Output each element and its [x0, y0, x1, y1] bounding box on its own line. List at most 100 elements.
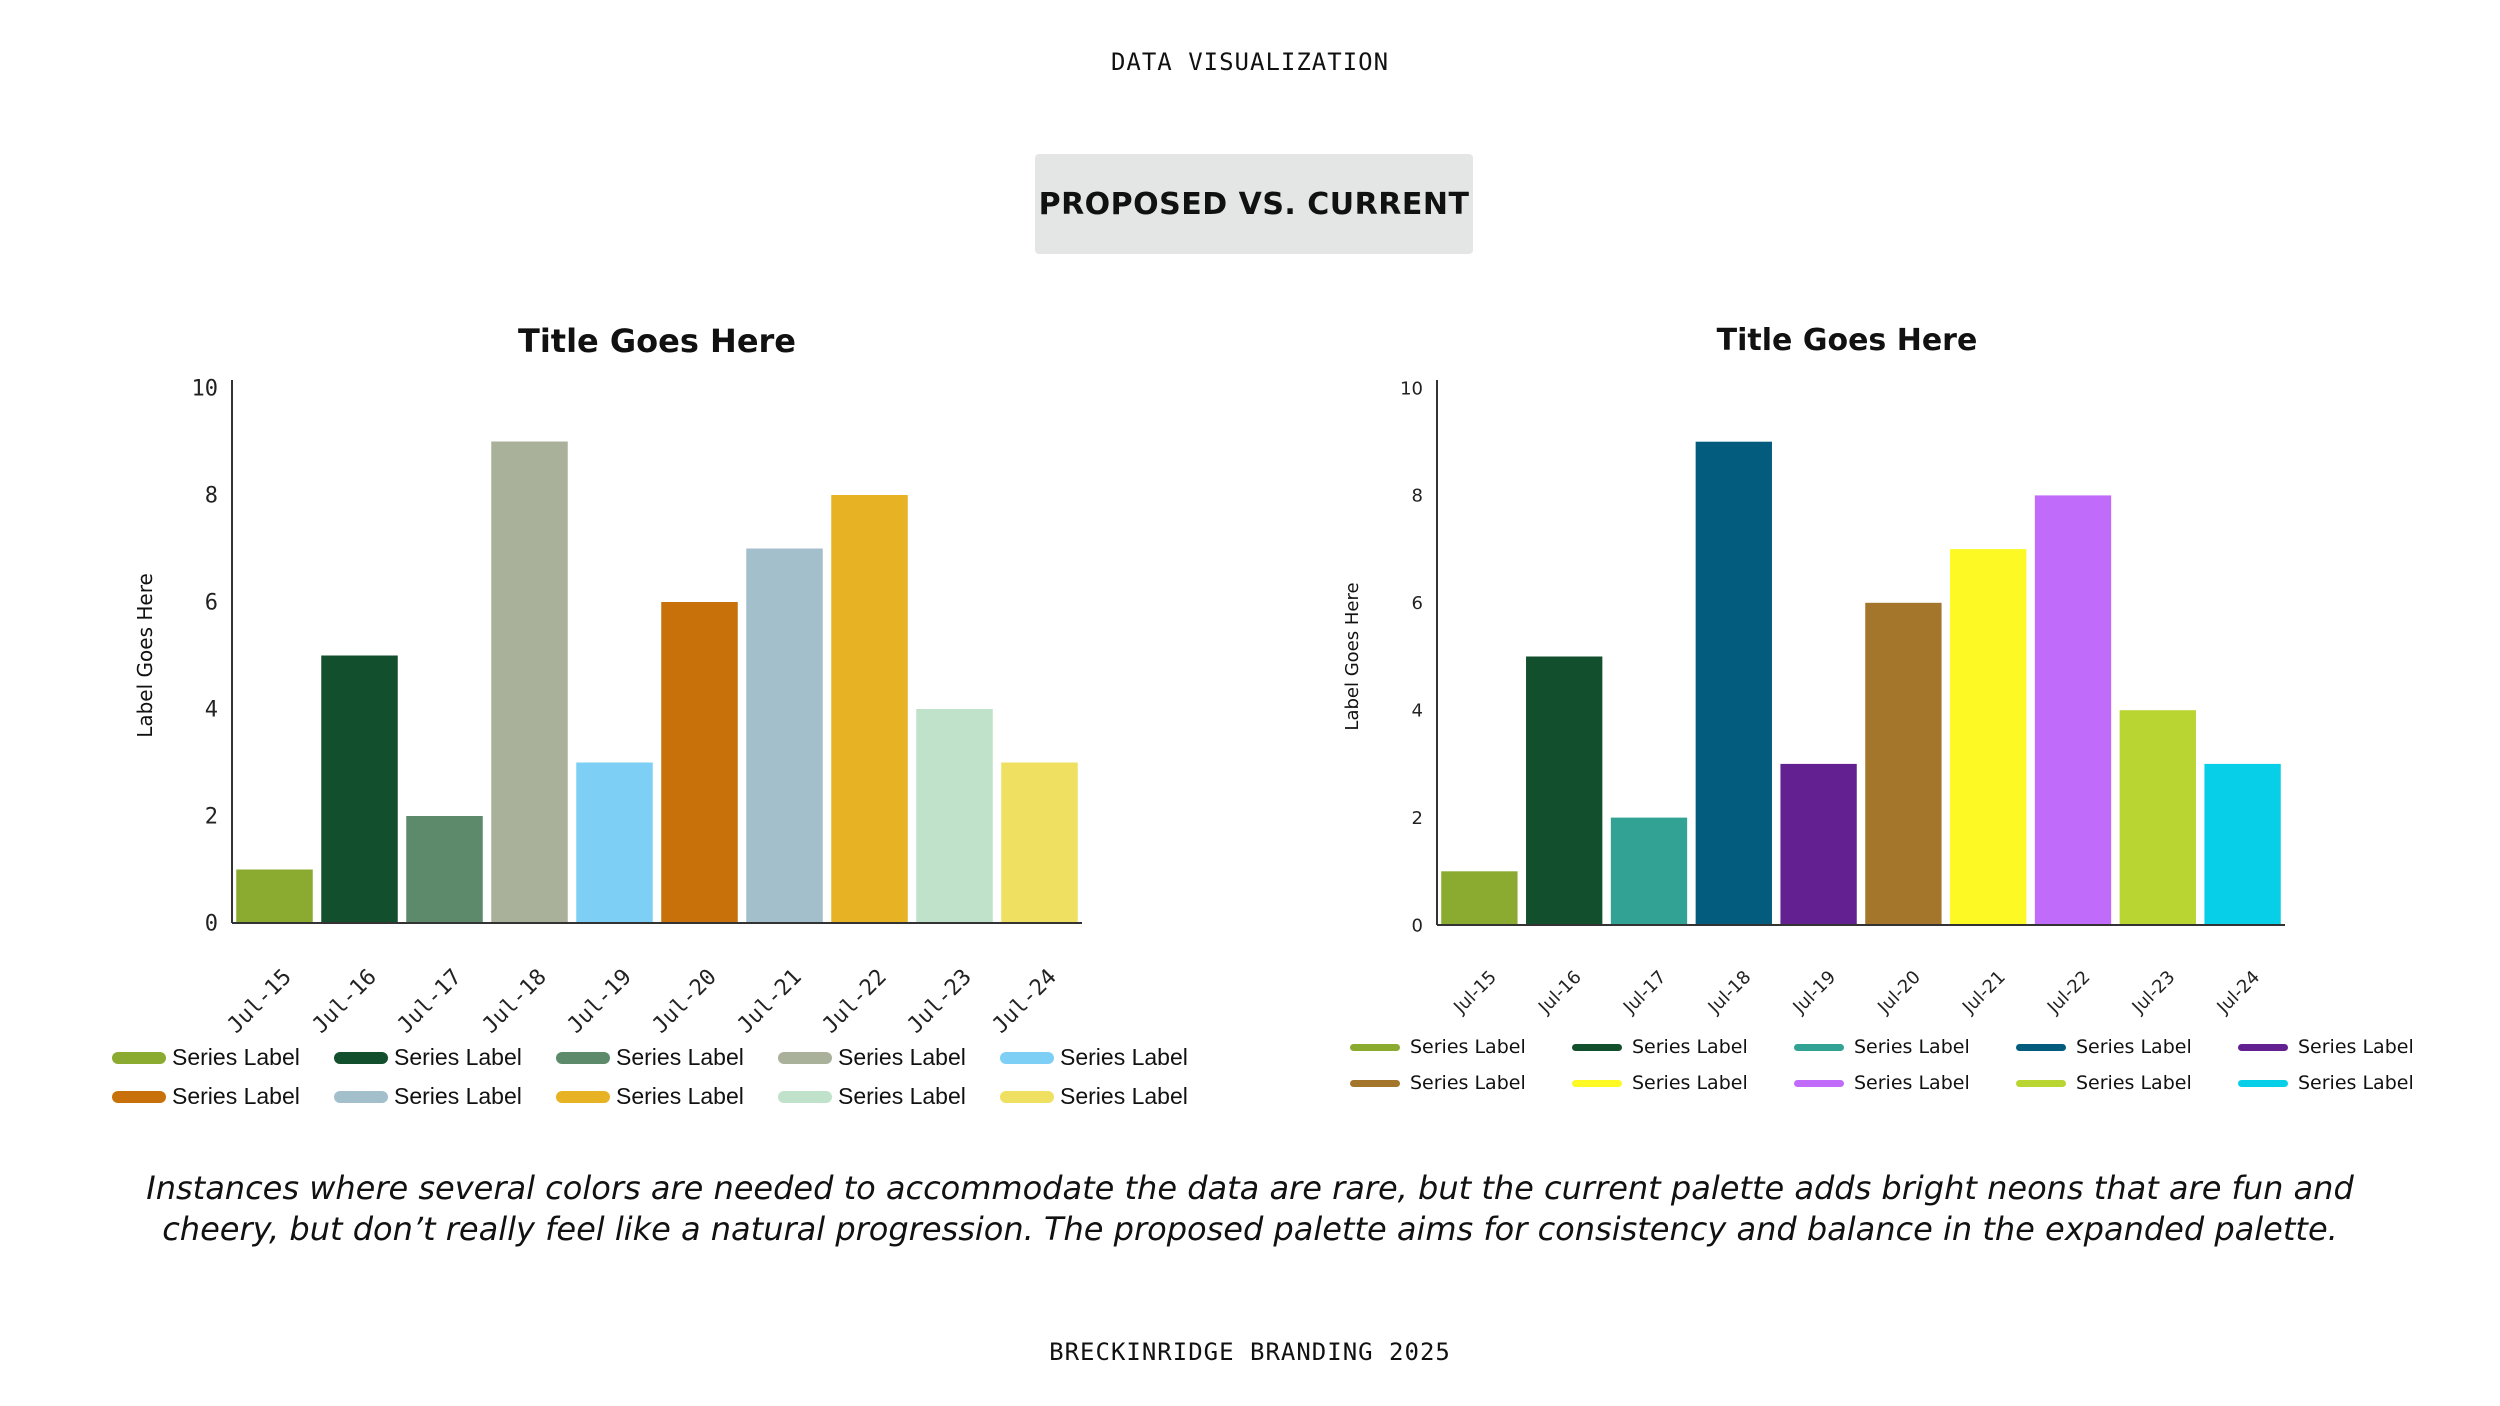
legend-swatch: [1572, 1043, 1622, 1051]
y-tick-label: 10: [1400, 378, 1423, 399]
legend-label: Series Label: [2076, 1072, 2192, 1094]
legend-label: Series Label: [1060, 1083, 1188, 1109]
legend-item: Series Label: [1572, 1072, 1794, 1094]
legend-label: Series Label: [616, 1044, 744, 1070]
y-tick-label: 10: [192, 377, 219, 402]
legend-item: Series Label: [1350, 1036, 1572, 1058]
bar-jul-16: [1526, 656, 1603, 925]
legend-swatch: [1794, 1043, 1844, 1051]
legend-item: Series Label: [1794, 1036, 2016, 1058]
legend-item: Series Label: [112, 1083, 334, 1110]
legend-label: Series Label: [2076, 1036, 2192, 1058]
x-tick-label: Jul-19: [563, 965, 637, 1039]
legend-item: Series Label: [1000, 1083, 1222, 1110]
bar-jul-22: [831, 495, 908, 923]
legend-label: Series Label: [394, 1044, 522, 1070]
legend-item: Series Label: [2238, 1036, 2460, 1058]
section-header: DATA VISUALIZATION: [1110, 48, 1390, 76]
bar-jul-15: [236, 869, 313, 923]
legend-swatch: [112, 1090, 166, 1103]
current-bar-chart: Title Goes Here Label Goes Here 0 2 4 6 8 10 Jul…: [1342, 323, 2285, 1019]
bar-jul-24: [1001, 762, 1078, 923]
bar-jul-20: [661, 602, 738, 923]
x-tick-label: Jul-22: [818, 965, 892, 1039]
bar-jul-17: [406, 816, 483, 923]
x-tick-label: Jul-18: [478, 965, 552, 1039]
legend-swatch: [2016, 1079, 2066, 1087]
legend-label: Series Label: [1632, 1072, 1748, 1094]
legend-label: Series Label: [1854, 1072, 1970, 1094]
legend-item: Series Label: [778, 1044, 1000, 1071]
legend-item: Series Label: [556, 1083, 778, 1110]
y-tick-label: 2: [1412, 808, 1423, 829]
y-tick-label: 4: [205, 698, 218, 723]
legend-swatch: [334, 1051, 388, 1064]
proposed-bar-chart: Title Goes Here Label Goes Here 0 2 4 6 8 10 Jul…: [133, 322, 1082, 1039]
y-tick-label: 6: [1412, 593, 1423, 614]
legend-swatch: [334, 1090, 388, 1103]
legend-label: Series Label: [1854, 1036, 1970, 1058]
legend-swatch: [1000, 1090, 1054, 1103]
legend-label: Series Label: [2298, 1072, 2414, 1094]
chart-title: Title Goes Here: [518, 322, 796, 360]
current-legend: Series Label Series Label Series Label Seri…: [1350, 1036, 2460, 1094]
legend-swatch: [112, 1051, 166, 1064]
legend-item: Series Label: [1572, 1036, 1794, 1058]
y-axis-label: Label Goes Here: [133, 573, 157, 738]
legend-item: Series Label: [556, 1044, 778, 1071]
y-tick-label: 4: [1412, 701, 1423, 722]
legend-item: Series Label: [1000, 1044, 1222, 1071]
legend-item: Series Label: [778, 1083, 1000, 1110]
legend-label: Series Label: [1060, 1044, 1188, 1070]
bar-jul-21: [746, 548, 823, 923]
y-axis-label: Label Goes Here: [1342, 582, 1363, 730]
legend-item: Series Label: [112, 1044, 334, 1071]
legend-item: Series Label: [2016, 1072, 2238, 1094]
legend-item: Series Label: [1794, 1072, 2016, 1094]
bar-jul-23: [916, 709, 993, 923]
legend-swatch: [556, 1090, 610, 1103]
legend-swatch: [1000, 1051, 1054, 1064]
y-tick-label: 2: [205, 805, 218, 830]
comparison-badge: PROPOSED VS. CURRENT: [1035, 154, 1473, 254]
legend-label: Series Label: [1632, 1036, 1748, 1058]
bar-jul-23: [2119, 710, 2196, 925]
legend-swatch: [556, 1051, 610, 1064]
bar-jul-22: [2034, 495, 2112, 925]
legend-label: Series Label: [616, 1083, 744, 1109]
x-tick-label: Jul-20: [1873, 967, 1925, 1019]
x-tick-label: Jul-19: [1788, 967, 1840, 1019]
legend-label: Series Label: [1410, 1036, 1526, 1058]
caption: Instances where several colors are neede…: [120, 1168, 2380, 1250]
x-tick-label: Jul-21: [1958, 967, 2010, 1019]
legend-label: Series Label: [2298, 1036, 2414, 1058]
x-tick-label: Jul-17: [393, 965, 467, 1039]
x-tick-label: Jul-23: [903, 965, 977, 1039]
bar-jul-24: [2204, 763, 2281, 925]
legend-item: Series Label: [334, 1044, 556, 1071]
caption-line-2: cheery, but don’t really feel like a nat…: [162, 1210, 2338, 1248]
x-tick-label: Jul-18: [1704, 967, 1756, 1019]
x-tick-label: Jul-16: [308, 965, 382, 1039]
bar-jul-20: [1865, 602, 1942, 925]
legend-swatch: [2016, 1043, 2066, 1051]
legend-label: Series Label: [394, 1083, 522, 1109]
bar-jul-17: [1610, 817, 1688, 925]
chart-title: Title Goes Here: [1717, 323, 1978, 358]
x-tick-label: Jul-15: [1449, 967, 1501, 1019]
x-tick-label: Jul-24: [988, 965, 1062, 1039]
legend-swatch: [2238, 1079, 2288, 1087]
legend-swatch: [778, 1090, 832, 1103]
legend-swatch: [1350, 1043, 1400, 1051]
bar-jul-19: [576, 762, 653, 923]
x-tick-label: Jul-23: [2128, 967, 2180, 1019]
legend-swatch: [778, 1051, 832, 1064]
legend-item: Series Label: [2238, 1072, 2460, 1094]
x-tick-label: Jul-16: [1534, 967, 1586, 1019]
x-tick-label: Jul-22: [2043, 967, 2095, 1019]
legend-swatch: [1350, 1079, 1400, 1087]
legend-label: Series Label: [172, 1083, 300, 1109]
bar-jul-21: [1950, 549, 2027, 925]
legend-swatch: [1572, 1079, 1622, 1087]
x-tick-label: Jul-15: [223, 965, 297, 1039]
